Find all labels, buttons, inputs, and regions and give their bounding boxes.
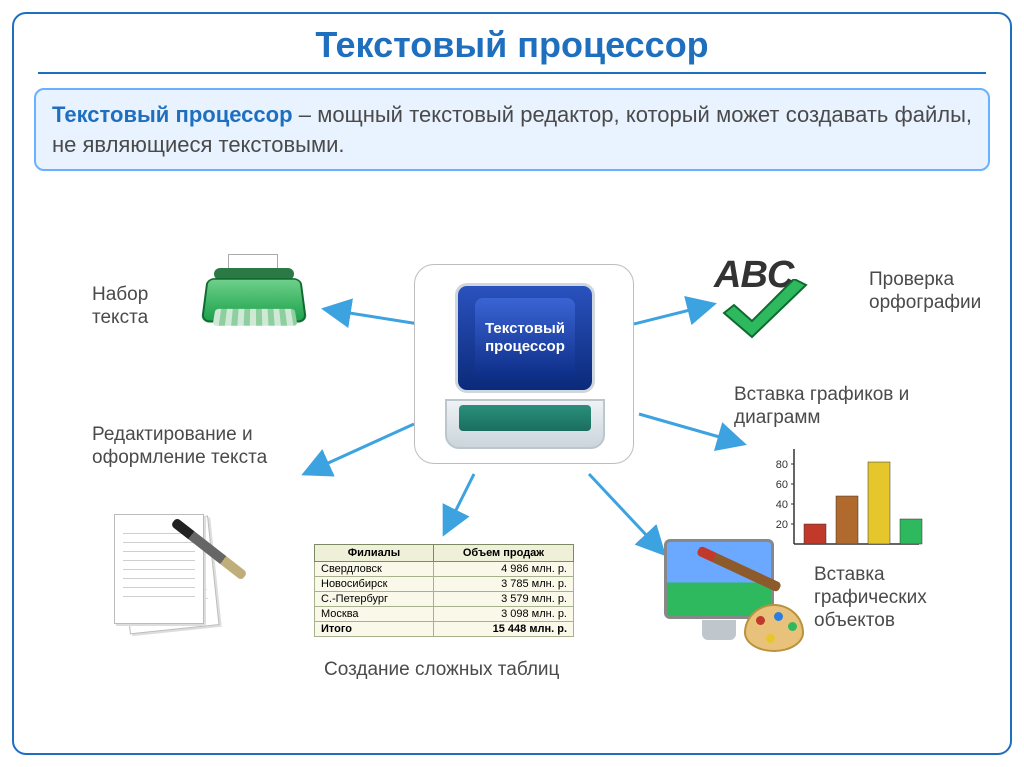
table-row: Новосибирск3 785 млн. р.	[315, 577, 574, 592]
svg-text:60: 60	[776, 479, 788, 491]
laptop-keyboard-icon	[459, 405, 591, 431]
svg-text:40: 40	[776, 499, 788, 511]
label-graphics: Вставка графических объектов	[814, 564, 984, 632]
sample-table: Филиалы Объем продаж Свердловск4 986 млн…	[314, 544, 574, 637]
center-node: Текстовый процессор	[414, 264, 634, 464]
page-title: Текстовый процессор	[14, 14, 1010, 66]
table-row: С.-Петербург3 579 млн. р.	[315, 592, 574, 607]
label-charts: Вставка графиков и диаграмм	[734, 384, 974, 430]
definition-box: Текстовый процессор – мощный текстовый р…	[34, 88, 990, 171]
spellcheck-icon: ABC	[714, 254, 864, 364]
laptop-screen-icon: Текстовый процессор	[455, 283, 595, 393]
label-spelling: Проверка орфографии	[869, 269, 1009, 315]
title-underline	[38, 72, 986, 74]
paper-pen-icon	[114, 514, 244, 634]
table-row: Итого15 448 млн. р.	[315, 622, 574, 637]
typewriter-icon	[194, 254, 314, 354]
slide-frame: Текстовый процессор Текстовый процессор …	[12, 12, 1012, 755]
definition-text: Текстовый процессор – мощный текстовый р…	[52, 100, 972, 159]
center-label: Текстовый процессор	[475, 298, 575, 378]
graphics-icon	[654, 534, 804, 664]
definition-term: Текстовый процессор	[52, 102, 293, 127]
svg-text:20: 20	[776, 519, 788, 531]
diagram-canvas: Текстовый процессор Набор текста Редакти…	[14, 214, 1010, 753]
svg-text:80: 80	[776, 459, 788, 471]
table-row: Свердловск4 986 млн. р.	[315, 562, 574, 577]
table-row: Москва3 098 млн. р.	[315, 607, 574, 622]
label-tables: Создание сложных таблиц	[324, 659, 559, 682]
table-header: Филиалы	[315, 545, 434, 562]
label-editing: Редактирование и оформление текста	[92, 424, 312, 470]
label-typing: Набор текста	[92, 284, 192, 330]
table-header: Объем продаж	[433, 545, 573, 562]
